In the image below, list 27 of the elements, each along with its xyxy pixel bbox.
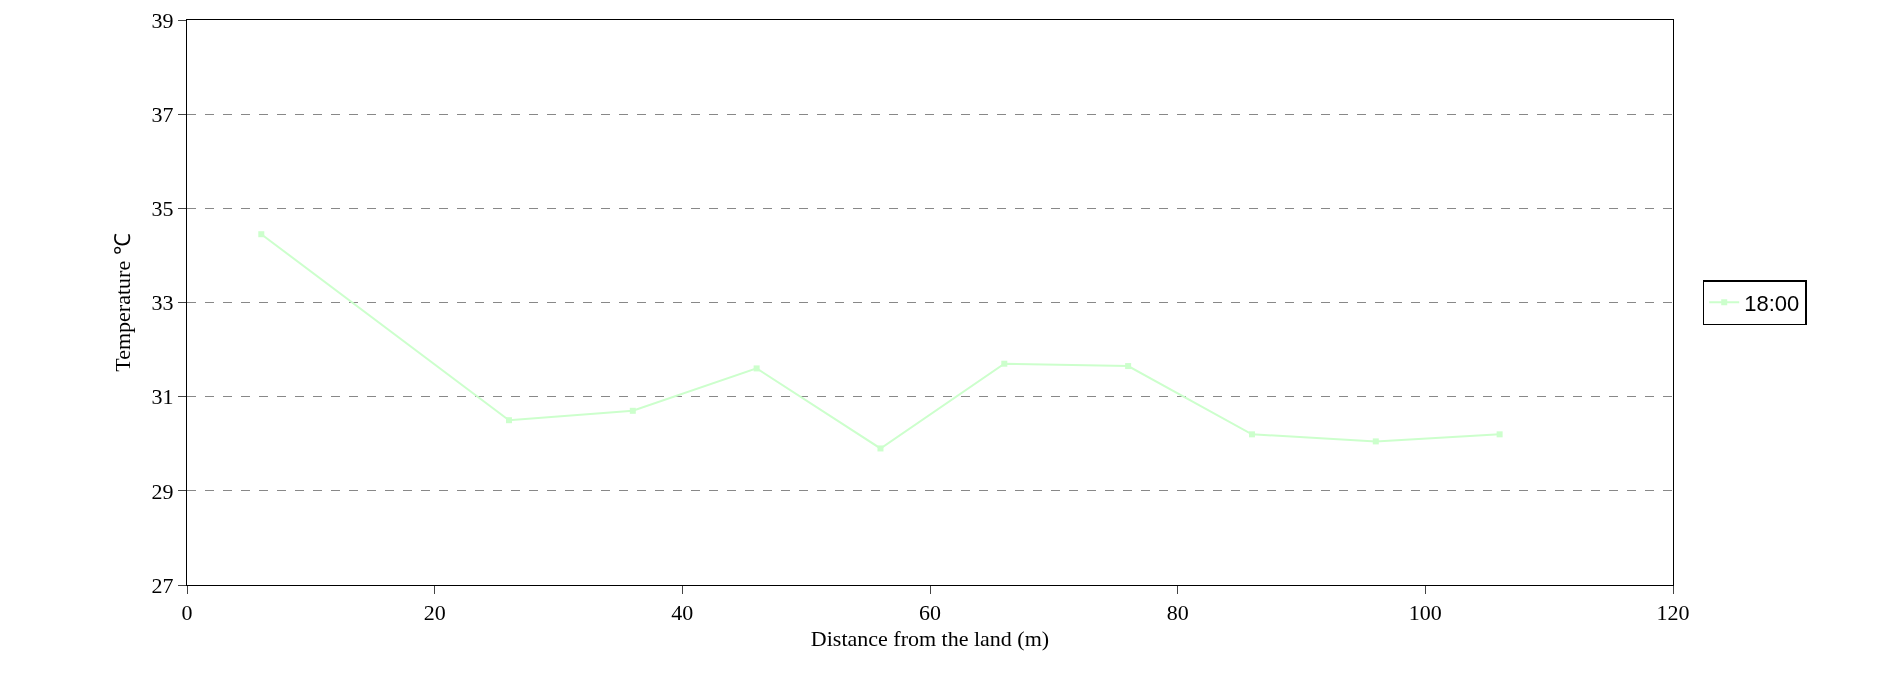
y-tick-label: 31 <box>151 384 174 410</box>
x-tick-label: 100 <box>1408 600 1442 626</box>
y-axis-title: Temperature ℃ <box>110 233 136 372</box>
x-tick-label: 60 <box>919 600 941 626</box>
y-tick-label: 29 <box>151 478 174 504</box>
point <box>1248 431 1255 438</box>
x-tick-label: 80 <box>1166 600 1189 626</box>
point <box>753 365 760 372</box>
point <box>258 231 265 238</box>
x-axis-title: Distance from the land (m) <box>810 626 1050 652</box>
x-tick-label: 20 <box>423 600 446 626</box>
y-tick-label: 27 <box>151 572 174 598</box>
y-tick-label: 37 <box>151 101 174 127</box>
point <box>505 417 512 424</box>
point <box>1001 360 1008 367</box>
y-tick-label: 39 <box>151 7 174 33</box>
x-tick-label: 40 <box>671 600 694 626</box>
x-tick-label: 0 <box>181 600 193 626</box>
point <box>877 445 884 452</box>
point <box>629 407 636 414</box>
y-tick-label: 35 <box>151 196 174 222</box>
legend-label: 18:00 <box>1744 290 1800 316</box>
y-tick-label: 33 <box>151 290 174 316</box>
x-tick-label: 120 <box>1656 600 1690 626</box>
point <box>1496 431 1503 438</box>
point <box>1372 438 1379 445</box>
point <box>1125 363 1132 370</box>
